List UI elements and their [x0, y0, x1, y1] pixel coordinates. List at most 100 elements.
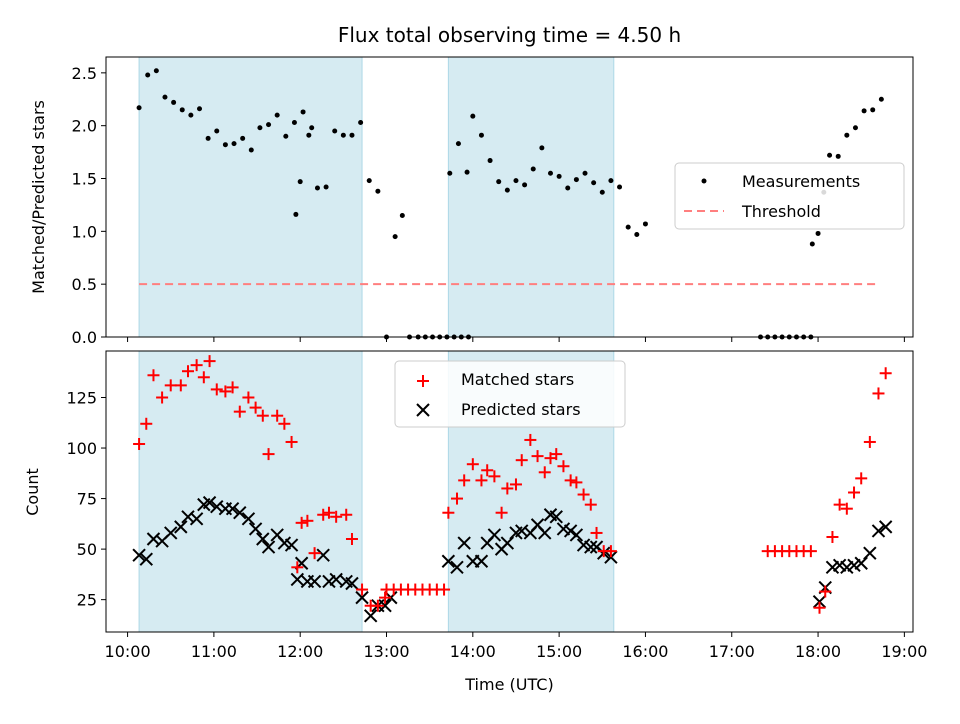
predicted-star-point: [261, 540, 276, 554]
predicted-star-point: [174, 520, 188, 534]
top-panel: 0.0 0.5 1.0 1.5 2.0 2.5 Flux total observing …: [29, 23, 914, 347]
x-tick-label: 13:00: [363, 642, 409, 661]
matched-star-point: [872, 387, 885, 400]
predicted-star-point: [604, 550, 618, 564]
predicted-star-point: [563, 524, 578, 538]
matched-star-point: [233, 405, 246, 418]
matched-star-point: [438, 583, 451, 596]
measurement-point: [171, 99, 177, 105]
predicted-star-point: [878, 520, 893, 534]
measurement-point: [399, 212, 405, 218]
matched-star-point: [442, 506, 455, 519]
x-tick-label: 18:00: [795, 642, 841, 661]
matched-star-point: [291, 561, 304, 574]
legend-measurements-marker: [701, 178, 707, 184]
matched-star-point: [379, 591, 392, 604]
measurement-point: [861, 108, 867, 114]
matched-star-point: [495, 506, 508, 519]
measurement-point: [248, 147, 254, 153]
measurement-point: [827, 152, 833, 158]
measurement-point: [608, 178, 614, 184]
matched-star-point: [550, 448, 563, 461]
bottom-legend: Matched stars Predicted stars: [394, 360, 626, 428]
measurement-point: [547, 170, 553, 176]
matched-star-point: [340, 508, 353, 521]
matched-star-point: [863, 435, 876, 448]
predicted-star-point: [569, 528, 584, 542]
measurement-point: [844, 132, 850, 138]
predicted-star-point: [538, 526, 552, 540]
predicted-star-point: [329, 572, 343, 587]
matched-star-point: [524, 433, 537, 446]
measurement-point: [309, 125, 315, 131]
matched-star-point: [475, 474, 488, 487]
measurement-point: [366, 178, 372, 184]
matched-star-point: [557, 460, 570, 473]
matched-star-point: [242, 391, 255, 404]
matched-star-point: [210, 383, 223, 396]
predicted-star-point: [871, 524, 886, 538]
top-y-tick-label: 1.5: [72, 170, 97, 189]
measurement-point: [447, 170, 453, 176]
top-y-tick-label: 2.5: [72, 64, 97, 83]
predicted-star-point: [457, 536, 471, 550]
matched-star-point: [322, 506, 335, 519]
measurement-point: [556, 173, 562, 179]
predicted-star-point: [225, 501, 240, 516]
predicted-star-point: [307, 574, 322, 589]
matched-star-point: [481, 464, 494, 477]
bot-shaded-period-1: [138, 350, 363, 633]
measurement-point: [522, 182, 528, 188]
measurement-point: [332, 128, 338, 134]
measurement-point: [565, 185, 571, 191]
predicted-star-point: [441, 554, 456, 568]
predicted-star-point: [233, 506, 247, 520]
matched-star-point: [226, 381, 239, 394]
measurement-point: [257, 125, 263, 131]
measurement-point: [231, 141, 237, 147]
top-y-tick-label: 1.0: [72, 222, 97, 241]
measurement-point: [222, 142, 228, 148]
measurement-point: [162, 94, 168, 100]
predicted-star-point: [812, 594, 827, 609]
predicted-star-point: [378, 599, 392, 613]
x-tick-label: 14:00: [450, 642, 496, 661]
matched-star-point: [147, 369, 160, 382]
matched-star-point: [840, 502, 853, 515]
matched-star-point: [590, 526, 603, 539]
bot-y-tick-label: 125: [66, 388, 97, 407]
matched-star-point: [826, 530, 839, 543]
top-y-axis-label: Matched/Predicted stars: [29, 100, 48, 294]
matched-star-point: [564, 474, 577, 487]
predicted-star-point: [290, 572, 305, 587]
matched-star-point: [317, 508, 330, 521]
bot-y-tick-label: 50: [77, 540, 97, 559]
legend-predicted-label: Predicted stars: [461, 400, 581, 419]
measurement-point: [634, 232, 640, 238]
top-y-tick-label: 0.0: [72, 328, 97, 347]
measurement-point: [582, 170, 588, 176]
measurement-point: [314, 185, 320, 191]
matched-star-point: [458, 474, 471, 487]
measurement-point: [809, 241, 815, 247]
measurement-point: [478, 132, 484, 138]
matched-star-point: [174, 379, 187, 392]
measurement-point: [870, 107, 876, 113]
predicted-star-point: [363, 609, 378, 623]
measurement-point: [530, 166, 536, 172]
legend-matched-marker: [417, 375, 429, 387]
predicted-star-point: [584, 540, 598, 554]
measurement-point: [340, 132, 346, 138]
matched-star-point: [509, 478, 522, 491]
predicted-star-point: [450, 560, 464, 575]
bot-y-tick-label: 100: [66, 439, 97, 458]
measurement-point: [513, 178, 519, 184]
predicted-star-point: [202, 495, 217, 510]
measurement-point: [599, 189, 605, 195]
measurement-point: [392, 234, 398, 240]
matched-star-point: [848, 486, 861, 499]
matched-star-point: [203, 355, 216, 368]
matched-star-point: [197, 371, 210, 384]
matched-star-point: [515, 454, 528, 467]
predicted-star-point: [132, 548, 146, 562]
